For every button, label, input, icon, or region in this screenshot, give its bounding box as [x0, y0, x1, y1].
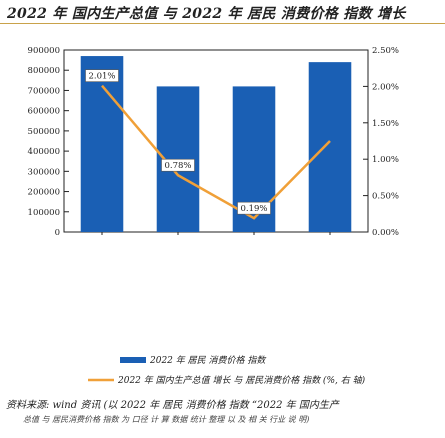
- bar: [80, 56, 124, 232]
- bar: [308, 62, 352, 233]
- data-label-box: [237, 201, 271, 215]
- line-series: [101, 84, 331, 220]
- data-label: 0.78%: [164, 161, 191, 171]
- left-tick-label: 400000: [28, 147, 60, 157]
- source-note: 资料来源: wind 资讯 (以 2022 年 居民 消费价格 指数 “2022…: [6, 400, 339, 411]
- left-tick-label: 200000: [28, 188, 60, 198]
- legend-swatch-bar: [120, 357, 146, 363]
- right-tick-label: 1.00%: [372, 155, 399, 165]
- left-tick-label: 100000: [28, 208, 60, 218]
- left-tick-label: 800000: [28, 66, 60, 76]
- right-tick-label: 2.50%: [372, 46, 399, 56]
- left-tick-label: 0: [55, 228, 60, 238]
- chart-title: 2022 年 国内生产总值 与 2022 年 居民 消费价格 指数 增长: [7, 6, 406, 22]
- data-label: 0.19%: [240, 204, 267, 214]
- legend-label-bar: 2022 年 居民 消费价格 指数: [149, 355, 266, 366]
- left-tick-label: 500000: [28, 127, 60, 137]
- source-note-extra: 总值 与 居民消费价格 指数 为 口径 计 算 数据 统计 整理 以 及 相 关…: [23, 415, 310, 424]
- left-tick-label: 300000: [28, 167, 60, 177]
- left-tick-label: 600000: [28, 107, 60, 117]
- data-label-box: [161, 158, 195, 172]
- data-label: 2.01%: [88, 72, 115, 82]
- data-label-box: [85, 69, 119, 82]
- title-divider: [0, 23, 445, 24]
- plot-frame: [63, 49, 369, 233]
- right-tick-label: 2.00%: [372, 82, 399, 92]
- left-tick-label: 900000: [28, 46, 60, 56]
- legend-label-line: 2022 年 国内生产总值 增长 与 居民消费价格 指数 (%, 右 轴): [117, 375, 366, 386]
- right-tick-label: 0.00%: [372, 228, 399, 238]
- left-tick-label: 700000: [28, 86, 60, 96]
- right-tick-label: 0.50%: [372, 192, 399, 202]
- right-tick-label: 1.50%: [372, 119, 399, 129]
